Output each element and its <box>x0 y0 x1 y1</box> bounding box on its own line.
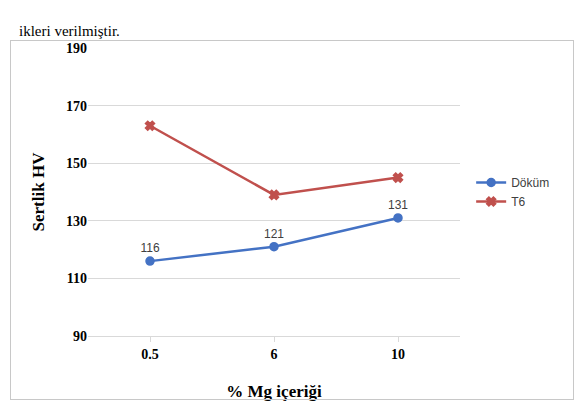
svg-text:190: 190 <box>66 41 87 56</box>
svg-text:% Mg içeriği: % Mg içeriği <box>226 382 322 401</box>
svg-text:110: 110 <box>67 271 87 286</box>
svg-text:Döküm: Döküm <box>511 176 549 190</box>
svg-text:121: 121 <box>264 227 284 241</box>
svg-text:ikleri verilmiştir.: ikleri verilmiştir. <box>19 23 120 39</box>
svg-text:Sertlik HV: Sertlik HV <box>29 152 48 232</box>
svg-text:131: 131 <box>388 198 408 212</box>
svg-text:6: 6 <box>271 347 278 362</box>
svg-text:116: 116 <box>140 241 159 255</box>
svg-text:T6: T6 <box>511 195 525 209</box>
svg-text:0.5: 0.5 <box>141 347 159 362</box>
svg-text:150: 150 <box>66 156 87 171</box>
svg-text:90: 90 <box>73 329 87 344</box>
svg-text:130: 130 <box>66 214 87 229</box>
svg-text:170: 170 <box>66 99 87 114</box>
svg-text:10: 10 <box>391 347 405 362</box>
